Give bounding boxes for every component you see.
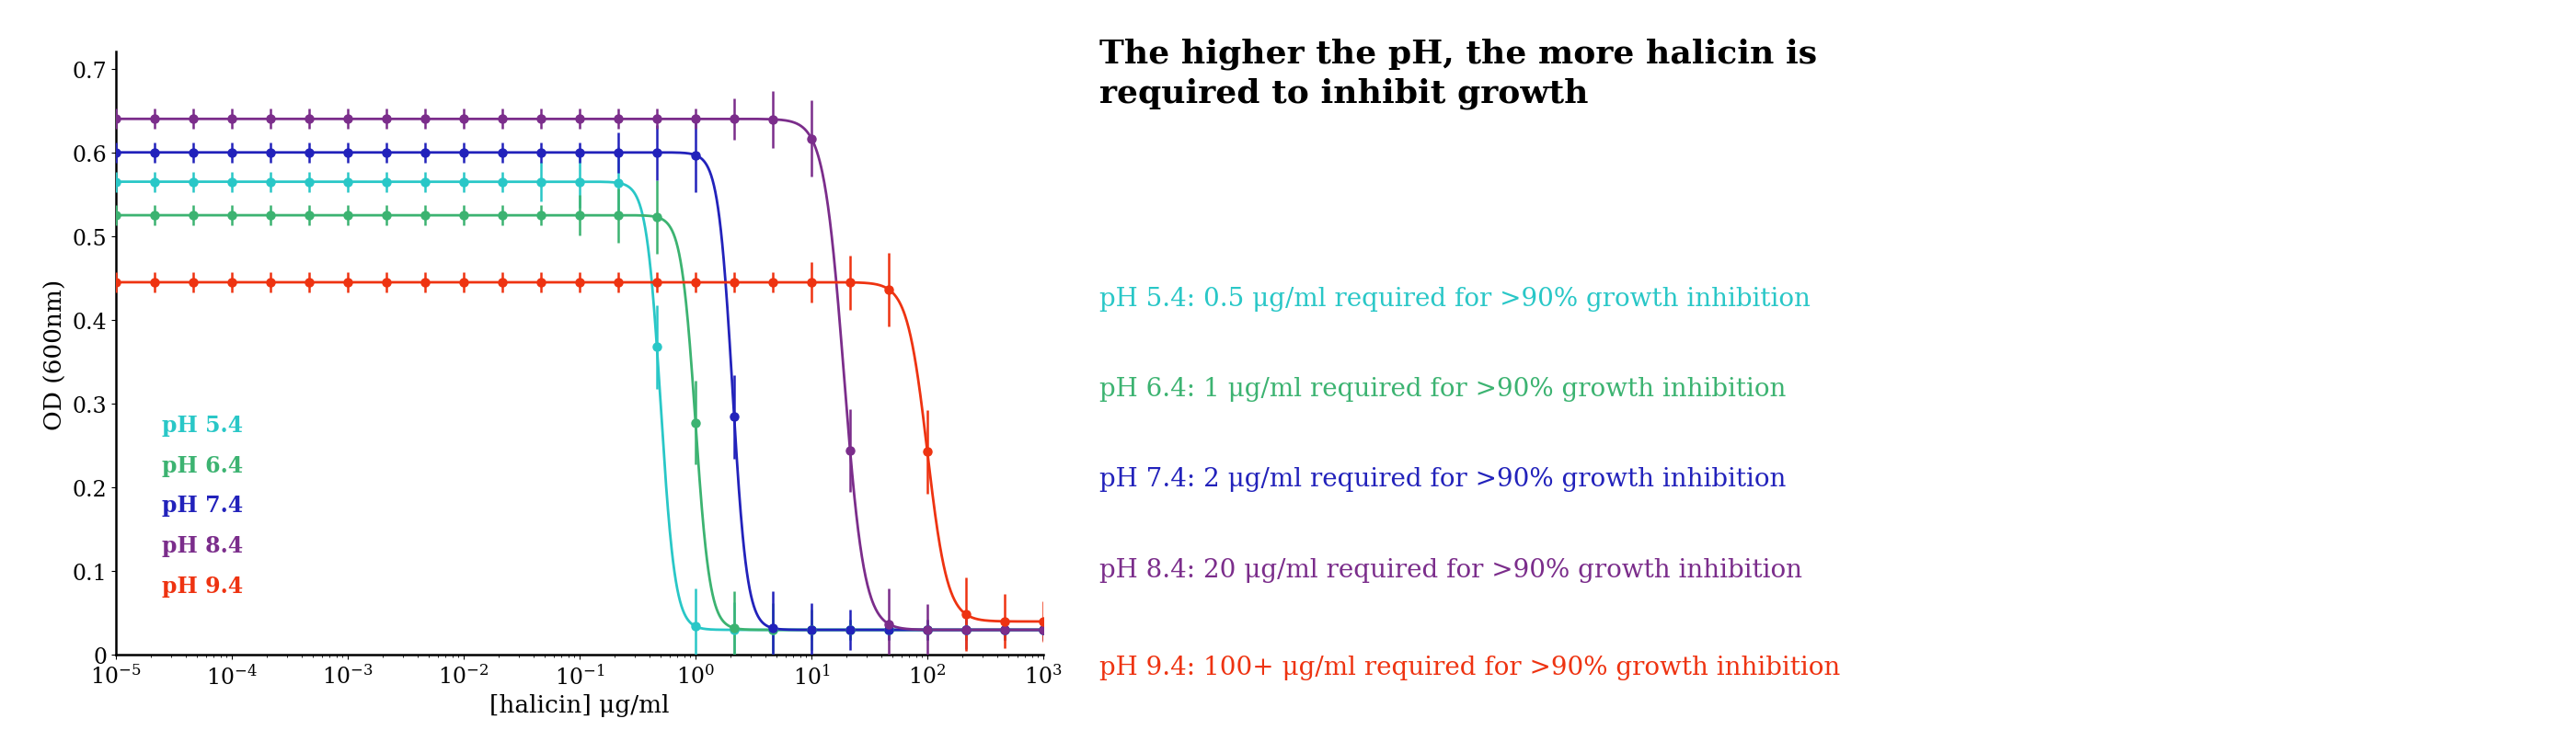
Text: pH 8.4: pH 8.4 xyxy=(162,535,245,556)
Text: The higher the pH, the more halicin is
required to inhibit growth: The higher the pH, the more halicin is r… xyxy=(1100,38,1816,110)
Text: pH 7.4: 2 μg/ml required for >90% growth inhibition: pH 7.4: 2 μg/ml required for >90% growth… xyxy=(1100,467,1785,492)
Text: pH 5.4: pH 5.4 xyxy=(162,414,242,436)
Text: pH 6.4: 1 μg/ml required for >90% growth inhibition: pH 6.4: 1 μg/ml required for >90% growth… xyxy=(1100,376,1785,401)
Text: pH 9.4: pH 9.4 xyxy=(162,575,245,596)
Text: pH 6.4: pH 6.4 xyxy=(162,454,245,476)
Text: pH 9.4: 100+ μg/ml required for >90% growth inhibition: pH 9.4: 100+ μg/ml required for >90% gro… xyxy=(1100,655,1839,680)
X-axis label: [halicin] μg/ml: [halicin] μg/ml xyxy=(489,694,670,716)
Text: pH 8.4: 20 μg/ml required for >90% growth inhibition: pH 8.4: 20 μg/ml required for >90% growt… xyxy=(1100,557,1803,582)
Y-axis label: OD (600nm): OD (600nm) xyxy=(44,279,67,429)
Text: pH 7.4: pH 7.4 xyxy=(162,494,245,517)
Text: pH 5.4: 0.5 μg/ml required for >90% growth inhibition: pH 5.4: 0.5 μg/ml required for >90% grow… xyxy=(1100,286,1811,311)
